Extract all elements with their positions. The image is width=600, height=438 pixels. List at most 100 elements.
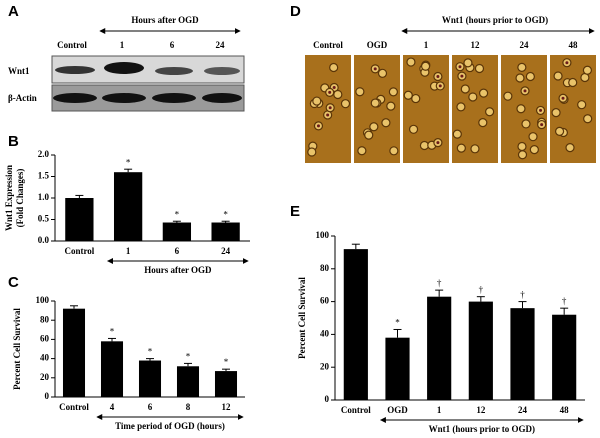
cell [420, 61, 431, 71]
row-label: Wnt1 [8, 66, 30, 76]
cell [554, 126, 565, 136]
row-label: β-Actin [8, 93, 37, 103]
y-tick-label: 0 [325, 394, 330, 404]
significance-mark: † [520, 290, 525, 300]
cell [333, 89, 343, 100]
blot-band [104, 62, 144, 74]
cell-nucleus [539, 108, 543, 112]
bar [552, 314, 577, 400]
cell [517, 141, 527, 152]
cell [411, 93, 421, 104]
y-tick-label: 0 [45, 391, 50, 401]
cell [582, 65, 593, 75]
cell-nucleus [436, 141, 440, 145]
significance-mark: * [395, 318, 400, 328]
cell [528, 132, 538, 142]
cell [478, 118, 488, 128]
micrograph-header: Wnt1 (hours prior to OGD) [442, 15, 548, 25]
column-label: 48 [569, 40, 579, 50]
x-tick-label: 1 [437, 405, 442, 415]
bar [385, 337, 410, 400]
bar [162, 222, 192, 241]
cell-nucleus [565, 61, 569, 65]
cell [516, 104, 526, 114]
y-axis-label: Percent Cell Survival [12, 308, 22, 390]
cell-nucleus [436, 75, 440, 79]
cell [517, 150, 528, 160]
y-tick-label: 40 [40, 353, 50, 363]
x-tick-label: Control [341, 405, 371, 415]
cell [568, 77, 578, 88]
y-tick-label: 1.5 [38, 171, 50, 181]
bar [468, 301, 493, 400]
cell [468, 92, 478, 102]
cell [460, 84, 470, 94]
significance-mark: * [175, 209, 180, 219]
x-axis-label: Time period of OGD (hours) [115, 421, 225, 431]
cell-nucleus [316, 124, 320, 128]
y-tick-label: 20 [40, 372, 50, 382]
x-axis-label: Wnt1 (hours prior to OGD) [429, 424, 535, 434]
panel-label: D [290, 3, 301, 20]
x-tick-label: 8 [186, 402, 191, 412]
bar [100, 341, 124, 397]
significance-mark: * [186, 351, 191, 361]
cell [463, 58, 473, 68]
cell [565, 143, 575, 153]
cell [386, 101, 396, 111]
lane-label: 6 [170, 40, 175, 50]
cell-nucleus [540, 123, 544, 127]
cell [452, 129, 462, 139]
blot-band [152, 93, 196, 103]
cell [389, 146, 399, 156]
blot-band [55, 66, 95, 74]
blot-band [202, 93, 242, 103]
x-tick-label: 6 [175, 246, 180, 256]
y-tick-label: 1.0 [38, 192, 50, 202]
blot-header: Hours after OGD [131, 15, 199, 25]
cell-nucleus [438, 84, 442, 88]
y-tick-label: 0.0 [38, 235, 50, 245]
column-label: 24 [520, 40, 530, 50]
cell [307, 147, 317, 157]
cell [525, 71, 535, 82]
bar [65, 198, 94, 241]
y-tick-label: 40 [320, 328, 330, 338]
cell-nucleus [326, 113, 330, 117]
blot-band [53, 93, 97, 103]
y-tick-label: 2.0 [38, 149, 50, 159]
column-label: 1 [424, 40, 429, 50]
cell [577, 100, 587, 110]
blot-band [155, 67, 193, 75]
significance-mark: * [126, 157, 131, 167]
bar [343, 249, 368, 400]
significance-mark: † [437, 278, 442, 288]
column-label: Control [313, 40, 343, 50]
bar [427, 296, 452, 400]
x-tick-label: 4 [110, 402, 115, 412]
cell [485, 107, 495, 117]
y-tick-label: 80 [40, 314, 50, 324]
x-tick-label: OGD [387, 405, 408, 415]
cell-nucleus [328, 106, 332, 110]
bar [138, 360, 162, 397]
y-tick-label: 60 [320, 296, 330, 306]
cell [553, 71, 563, 81]
cell [381, 118, 391, 128]
cell [357, 146, 367, 156]
cell [529, 145, 539, 155]
cell [521, 119, 531, 129]
cell [312, 96, 322, 106]
x-tick-label: 1 [126, 246, 131, 256]
cell [456, 102, 466, 112]
cell [370, 98, 380, 108]
cell [551, 108, 561, 118]
y-axis-label: Percent Cell Survival [297, 277, 307, 359]
bar [211, 222, 240, 241]
cell [470, 144, 480, 154]
x-tick-label: 12 [222, 402, 232, 412]
cell [355, 87, 365, 97]
x-tick-label: 12 [476, 405, 486, 415]
x-axis-label: Hours after OGD [144, 265, 212, 275]
